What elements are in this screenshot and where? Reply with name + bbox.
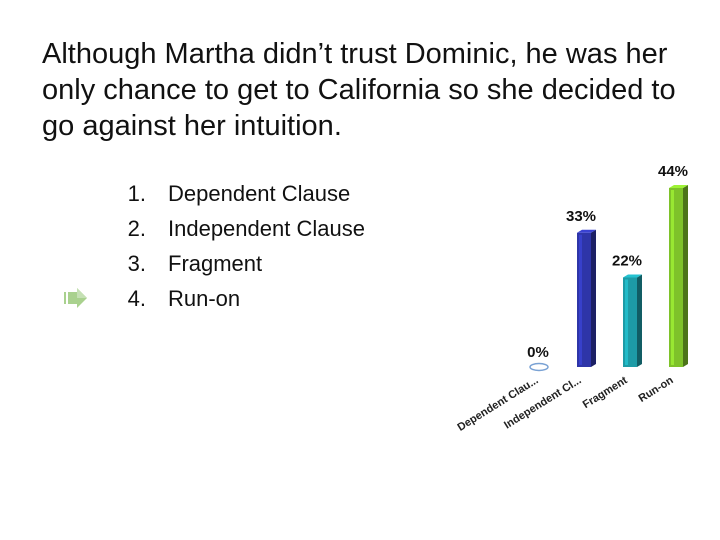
answer-option-3[interactable]: 3. Fragment <box>90 246 365 281</box>
data-label-dependent-clause: 0% <box>527 344 549 361</box>
option-label: Independent Clause <box>168 215 365 241</box>
bar-run-on <box>669 185 688 367</box>
answer-option-1[interactable]: 1. Dependent Clause <box>90 176 365 211</box>
data-label-independent-clause: 33% <box>566 208 596 225</box>
option-number: 1. <box>127 180 146 206</box>
question-text: Although Martha didn’t trust Dominic, he… <box>42 38 676 142</box>
answer-options: 1. Dependent Clause 2. Independent Claus… <box>90 176 365 316</box>
arrow-right-icon <box>64 288 87 308</box>
bar-highlight <box>671 190 674 365</box>
option-label: Run-on <box>168 285 241 311</box>
bar-top <box>623 274 642 278</box>
bar-top <box>577 229 596 233</box>
bar-side <box>591 229 596 367</box>
bar-side <box>683 185 688 367</box>
option-label: Dependent Clause <box>168 180 351 206</box>
bar-dependent-clause <box>529 362 549 372</box>
bar-independent-clause <box>577 229 596 367</box>
x-tick-label-independent-clause: Independent Cl... <box>502 374 584 431</box>
bar-base-disc <box>529 362 549 372</box>
x-tick-label-fragment: Fragment <box>581 374 630 411</box>
option-number: 2. <box>127 215 146 241</box>
data-label-fragment: 22% <box>612 253 642 270</box>
data-label-run-on: 44% <box>658 163 688 180</box>
option-label: Fragment <box>168 250 263 276</box>
option-number: 4. <box>127 285 146 311</box>
bar-highlight <box>625 279 628 365</box>
x-tick-label-run-on: Run-on <box>637 374 676 405</box>
x-tick-label-dependent-clause: Dependent Clau... <box>455 374 540 433</box>
answer-option-2[interactable]: 2. Independent Clause <box>90 211 365 246</box>
bar-fragment <box>623 274 642 367</box>
answer-option-4[interactable]: 4. Run-on <box>90 281 365 316</box>
bar-top <box>669 185 688 188</box>
bar-highlight <box>579 234 582 365</box>
option-number: 3. <box>127 250 146 276</box>
bar-side <box>637 274 642 367</box>
